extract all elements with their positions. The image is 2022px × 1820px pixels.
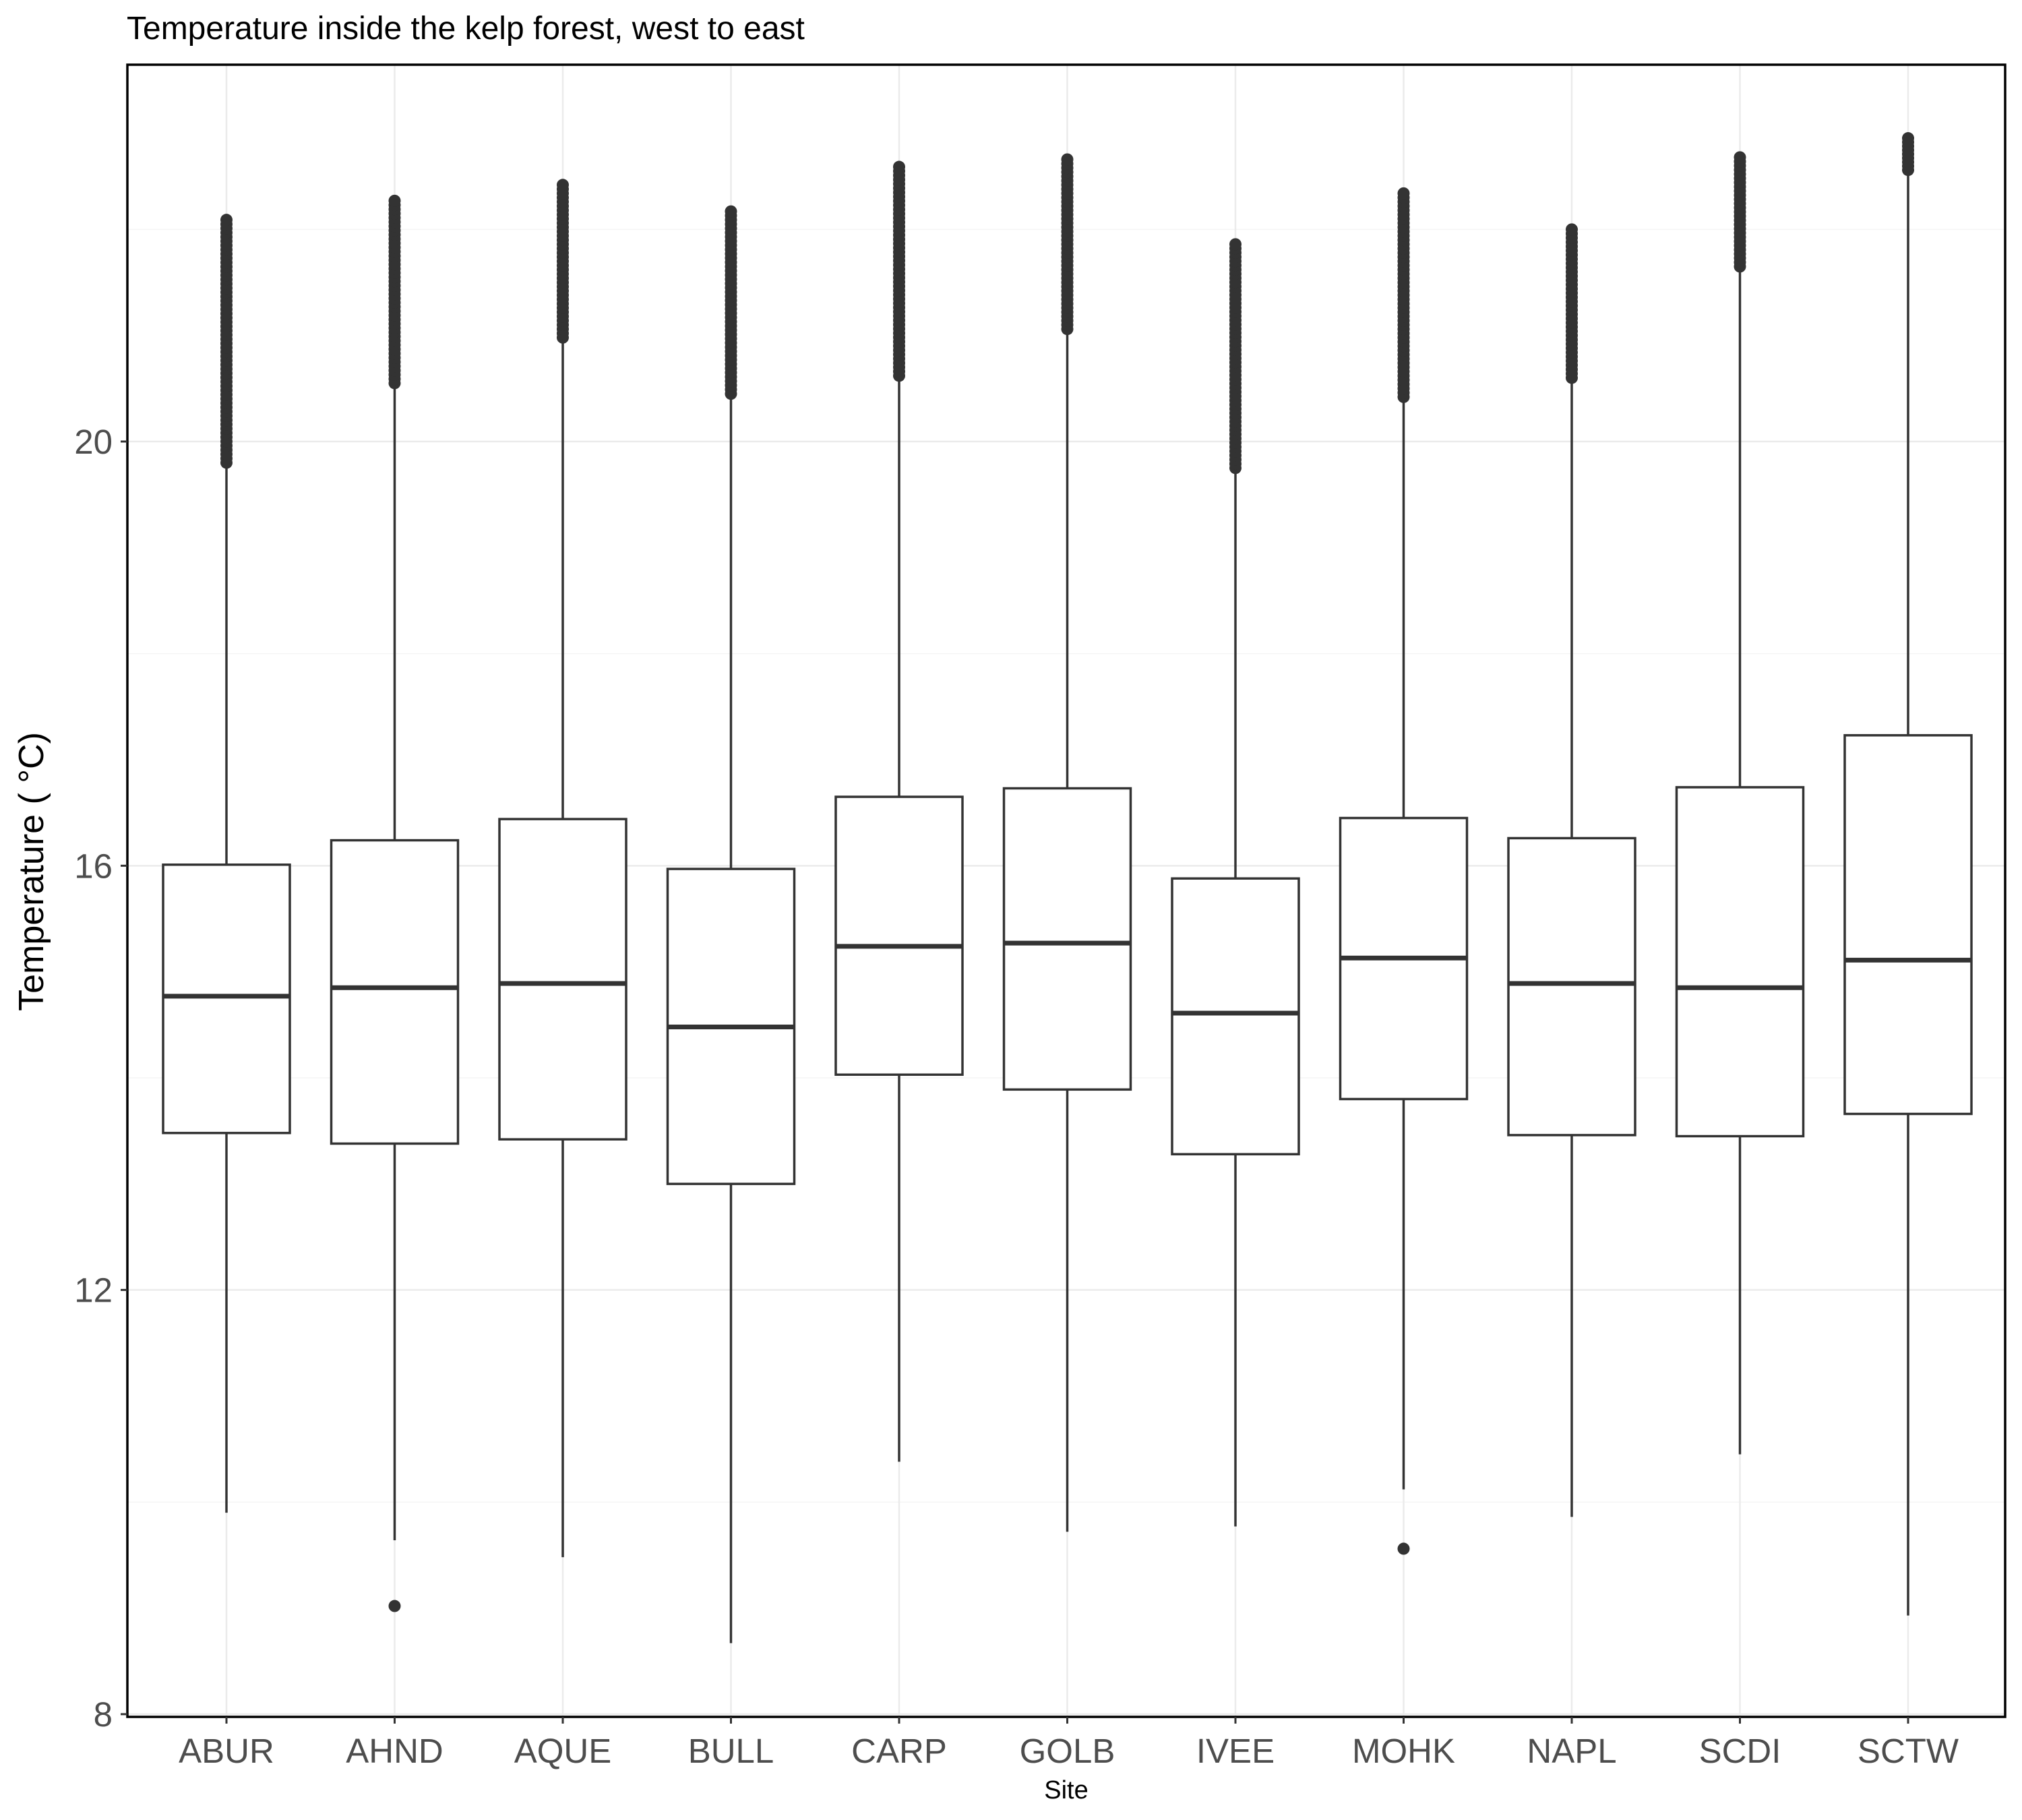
x-tick-label: SCDI — [1699, 1732, 1781, 1770]
x-tick-label: MOHK — [1352, 1732, 1455, 1770]
box-iqr — [162, 863, 291, 1134]
box-iqr — [1843, 734, 1973, 1116]
x-tick-label: IVEE — [1196, 1732, 1275, 1770]
box-series — [162, 132, 1973, 1643]
outlier-point — [1902, 132, 1914, 145]
box-ivee — [1171, 238, 1300, 1527]
box-iqr — [1002, 787, 1132, 1091]
box-scdi — [1675, 151, 1805, 1455]
box-iqr — [498, 818, 627, 1141]
outlier-point — [1397, 1542, 1410, 1555]
box-carp — [834, 160, 964, 1462]
box-iqr — [1171, 877, 1300, 1156]
outlier-point — [1061, 153, 1074, 166]
box-mohk — [1339, 187, 1469, 1555]
outlier-point — [1397, 187, 1410, 200]
chart-title: Temperature inside the kelp forest, west… — [127, 11, 805, 47]
box-iqr — [330, 839, 460, 1145]
box-abur — [162, 214, 291, 1513]
box-iqr — [834, 795, 964, 1076]
x-tick-label: AQUE — [514, 1732, 612, 1770]
outlier-point — [893, 160, 905, 173]
x-axis-title: Site — [1044, 1776, 1088, 1804]
x-tick-label: NAPL — [1527, 1732, 1616, 1770]
box-bull — [666, 205, 796, 1643]
x-tick-label: CARP — [851, 1732, 947, 1770]
y-axis-title: Temperature ( °C) — [12, 732, 51, 1011]
y-tick-label: 16 — [74, 847, 113, 885]
y-axis: 8 12 16 20 — [74, 423, 127, 1734]
outlier-point — [557, 179, 569, 191]
x-tick-label: GOLB — [1020, 1732, 1115, 1770]
outlier-point — [1229, 238, 1242, 251]
outlier-point — [1566, 223, 1578, 236]
x-tick-label: SCTW — [1858, 1732, 1959, 1770]
box-iqr — [1675, 786, 1805, 1138]
box-iqr — [1507, 837, 1636, 1136]
outlier-point — [725, 205, 737, 218]
box-ahnd — [330, 194, 460, 1612]
outlier-point — [388, 194, 401, 207]
box-napl — [1507, 223, 1636, 1517]
y-tick-label: 8 — [94, 1695, 113, 1734]
outlier-point — [1734, 151, 1746, 164]
x-tick-label: BULL — [688, 1732, 774, 1770]
outlier-point — [220, 214, 233, 226]
outlier-point — [388, 1600, 401, 1612]
x-axis: ABUR AHND AQUE BULL CARP GOLB IVEE MOHK NAPL SCDI… — [179, 1717, 1959, 1770]
y-tick-label: 20 — [74, 423, 113, 461]
box-aque — [498, 179, 627, 1558]
box-sctw — [1843, 132, 1973, 1616]
y-tick-label: 12 — [74, 1271, 113, 1310]
x-tick-label: AHND — [346, 1732, 443, 1770]
x-tick-label: ABUR — [179, 1732, 274, 1770]
box-golb — [1002, 153, 1132, 1532]
